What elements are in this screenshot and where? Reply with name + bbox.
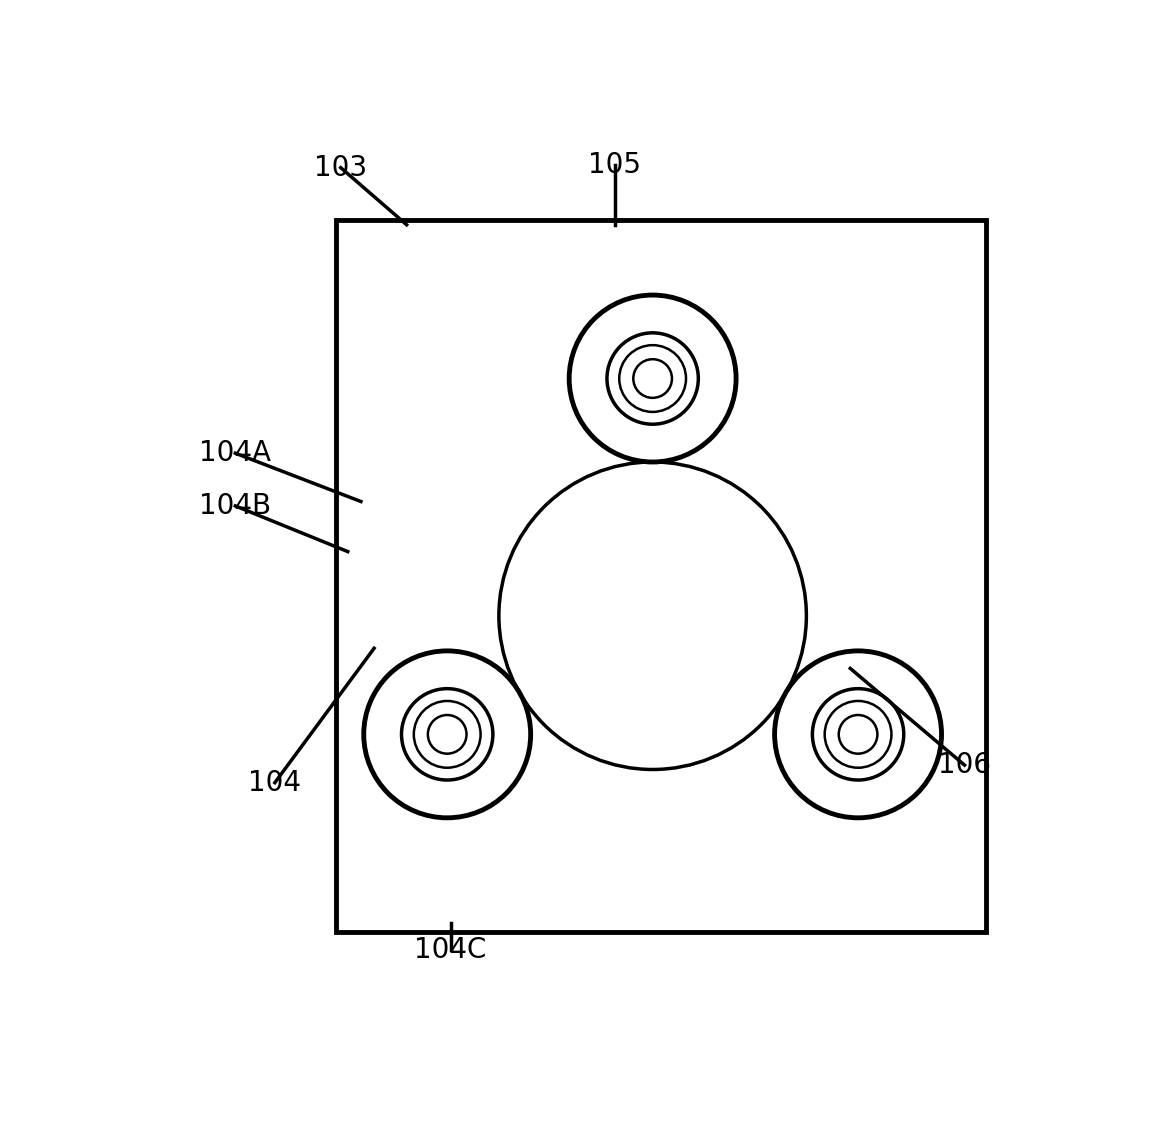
Text: 104C: 104C [415, 936, 487, 964]
Text: 105: 105 [588, 151, 641, 179]
Bar [336, 220, 987, 932]
Circle shape [839, 715, 877, 754]
Text: 104A: 104A [200, 439, 271, 467]
Circle shape [428, 715, 466, 754]
Text: 104: 104 [249, 769, 301, 796]
Text: 106: 106 [938, 751, 991, 779]
Circle shape [633, 359, 672, 398]
Text: 104B: 104B [199, 492, 272, 520]
Text: 103: 103 [314, 154, 367, 181]
